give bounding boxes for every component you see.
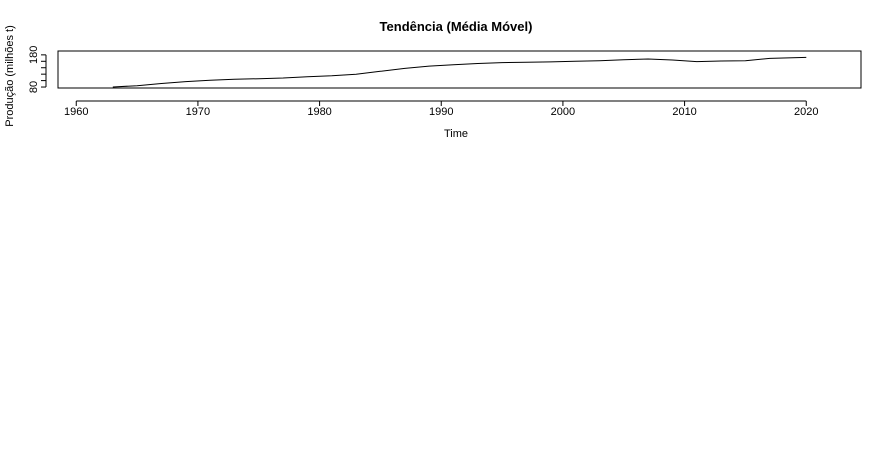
x-tick-label: 2020 [794,106,818,118]
x-tick-label: 2010 [672,106,696,118]
y-axis: 80 180 [28,46,47,93]
y-tick-label: 80 [28,81,40,93]
x-tick-label: 1960 [64,106,88,118]
trend-line [112,56,807,88]
x-axis-label: Time [444,128,468,140]
x-axis: 1960 1970 1980 1990 2000 2010 2020 [64,100,818,118]
x-tick-label: 1980 [307,106,331,118]
chart-title: Tendência (Média Móvel) [380,19,533,34]
y-axis-label: Produção (milhões t) [4,25,16,127]
x-tick-label: 1970 [186,106,210,118]
x-tick-label: 1990 [429,106,453,118]
y-tick-label: 180 [28,46,40,64]
plot-frame [57,50,862,89]
x-tick-label: 2000 [551,106,575,118]
